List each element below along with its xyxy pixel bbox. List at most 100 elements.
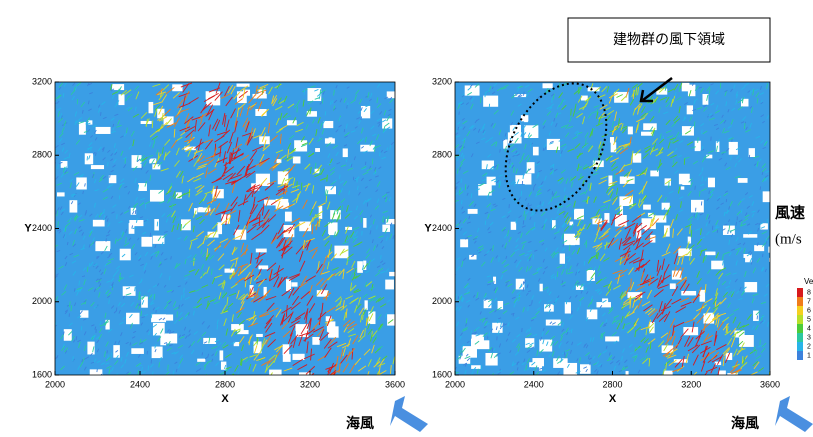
colorbar-label: 4: [807, 325, 811, 332]
building: [563, 363, 577, 376]
building: [769, 371, 783, 379]
building: [580, 364, 591, 374]
flow-vector: [744, 123, 745, 129]
flow-vector: [135, 287, 136, 291]
building: [688, 85, 695, 97]
flow-vector: [372, 159, 373, 165]
y-tick-label: 3200: [432, 76, 452, 86]
building: [681, 186, 684, 189]
building: [292, 354, 304, 360]
y-tick-label: 1600: [432, 369, 452, 379]
building: [80, 310, 88, 317]
flow-vector: [342, 205, 343, 211]
annotation: 建物群の風下領域: [613, 31, 725, 48]
building: [626, 371, 629, 382]
x-tick-label: 3600: [760, 379, 780, 389]
flow-vector: [168, 365, 169, 371]
colorbar-label: 7: [807, 298, 811, 305]
colorbar-label: 5: [807, 316, 811, 323]
flow-vector: [111, 353, 112, 358]
building: [150, 190, 164, 202]
building: [152, 347, 163, 359]
building: [141, 237, 152, 247]
building: [679, 174, 690, 185]
building: [159, 314, 173, 320]
flow-vector: [650, 342, 651, 349]
building: [739, 335, 754, 347]
building: [664, 371, 673, 383]
building: [543, 83, 553, 88]
building: [743, 234, 757, 238]
building: [738, 178, 748, 183]
x-axis-label: X: [609, 393, 617, 405]
flow-vector: [694, 121, 695, 127]
building: [547, 139, 560, 150]
flow-vector: [110, 174, 111, 178]
colorbar-swatch: [797, 342, 803, 351]
flow-vector: [304, 90, 305, 95]
flow-field: [451, 82, 784, 384]
flow-vector: [590, 362, 591, 365]
y-axis-label: Y: [424, 222, 432, 234]
flow-vector: [365, 328, 366, 336]
wind-arrow: [390, 396, 428, 432]
flow-vector: [109, 299, 110, 304]
building: [539, 339, 552, 351]
flow-vector: [478, 250, 479, 255]
flow-vector: [463, 144, 464, 149]
colorbar-swatch: [797, 306, 803, 315]
flow-vector: [523, 220, 524, 224]
building: [670, 283, 676, 289]
building: [357, 261, 363, 273]
colorbar-label: 8: [807, 289, 811, 296]
colorbar-label: 6: [807, 307, 811, 314]
flow-vector: [567, 269, 568, 275]
flow-vector: [63, 93, 64, 97]
building: [560, 253, 565, 263]
building: [343, 148, 348, 157]
flow-field: [50, 82, 400, 384]
building: [708, 178, 715, 188]
flow-vector: [58, 164, 59, 169]
flow-vector: [451, 315, 455, 318]
x-tick-label: 3200: [300, 379, 320, 389]
building: [540, 284, 543, 292]
building: [511, 222, 516, 230]
flow-vector: [698, 137, 699, 143]
x-tick-label: 2800: [215, 379, 235, 389]
building: [587, 270, 595, 281]
building: [465, 85, 480, 95]
colorbar-swatch: [797, 288, 803, 297]
building: [711, 261, 723, 270]
building: [604, 213, 609, 223]
colorbar-swatch: [797, 315, 803, 324]
building: [225, 269, 235, 273]
building: [118, 94, 124, 105]
flow-vector: [669, 182, 670, 188]
building: [315, 148, 320, 152]
flow-vector: [731, 156, 732, 160]
flow-vector: [532, 300, 533, 304]
x-tick-label: 2400: [524, 379, 544, 389]
wind-arrow: [775, 396, 813, 432]
building: [700, 290, 706, 302]
colorbar-swatch: [797, 297, 803, 306]
flow-vector: [560, 152, 561, 157]
building: [258, 265, 268, 269]
flow-vector: [452, 89, 455, 92]
flow-vector: [533, 255, 534, 260]
building: [565, 302, 571, 313]
speed-label: 風速: [775, 204, 805, 222]
flow-vector: [325, 111, 326, 115]
flow-vector: [709, 191, 710, 195]
flow-vector: [523, 287, 524, 291]
building: [532, 358, 544, 366]
building: [483, 96, 498, 107]
building: [633, 153, 642, 162]
building: [605, 336, 619, 341]
colorbar-swatch: [797, 324, 803, 333]
building: [285, 212, 292, 222]
y-tick-label: 1600: [32, 369, 52, 379]
building: [363, 218, 366, 228]
building: [385, 280, 394, 290]
